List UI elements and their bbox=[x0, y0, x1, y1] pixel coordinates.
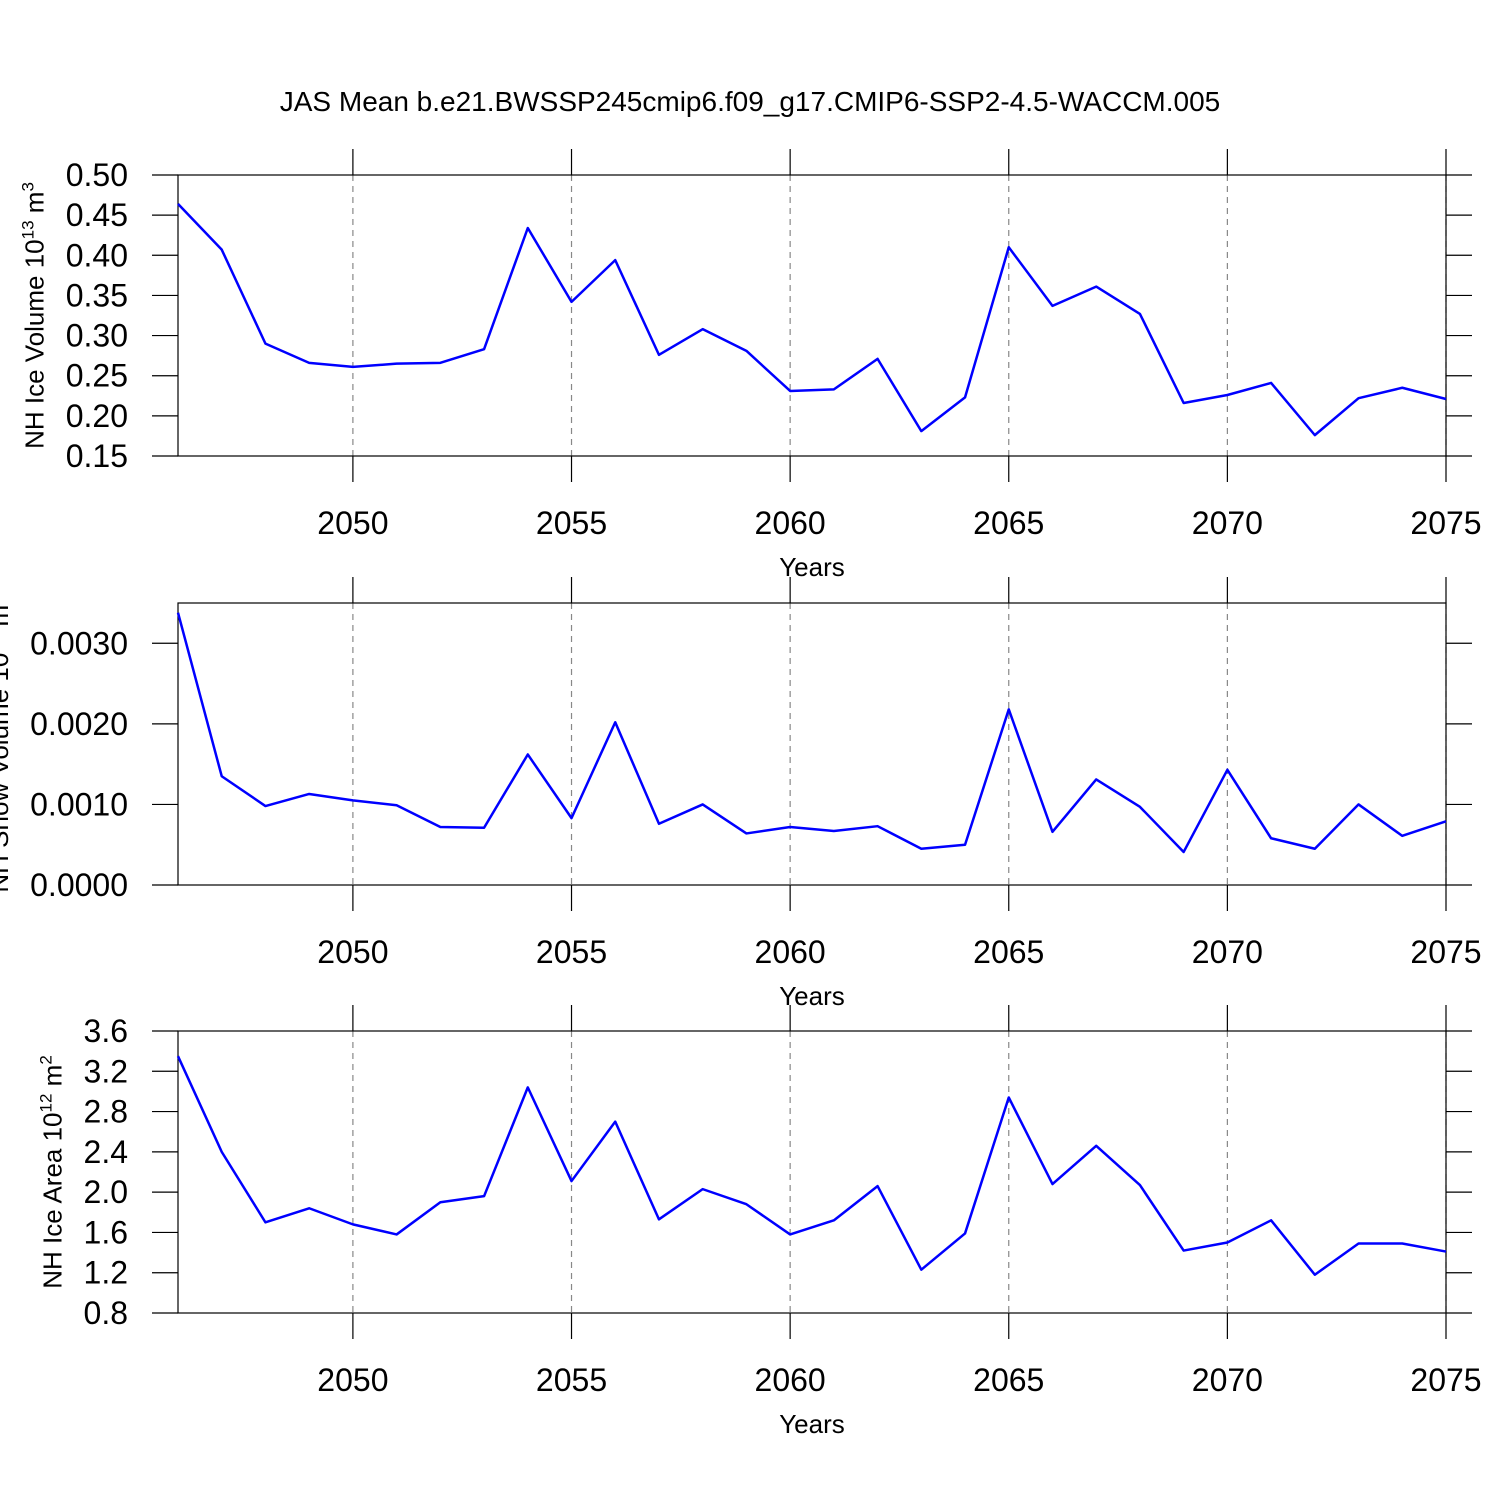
x-tick-label: 2075 bbox=[1410, 1362, 1481, 1398]
y-tick-label: 2.4 bbox=[84, 1134, 128, 1170]
y-tick-label: 1.2 bbox=[84, 1255, 128, 1291]
y-tick-label: 0.50 bbox=[66, 157, 128, 193]
x-tick-label: 2055 bbox=[536, 1362, 607, 1398]
y-tick-label: 3.6 bbox=[84, 1013, 128, 1049]
y-axis-title-part: m bbox=[0, 605, 14, 634]
y-tick-label: 0.8 bbox=[84, 1295, 128, 1331]
y-tick-label: 1.6 bbox=[84, 1214, 128, 1250]
y-axis-title-superscript: 12 bbox=[37, 1094, 56, 1113]
y-tick-label: 2.8 bbox=[84, 1094, 128, 1130]
x-tick-label: 2050 bbox=[317, 1362, 388, 1398]
y-tick-label: 0.40 bbox=[66, 237, 128, 273]
x-tick-label: 2075 bbox=[1410, 934, 1481, 970]
y-axis-title-superscript: 3 bbox=[0, 595, 2, 604]
x-tick-label: 2055 bbox=[536, 505, 607, 541]
y-axis-title-part: NH Snow Volume 10 bbox=[0, 653, 14, 893]
x-tick-label: 2065 bbox=[973, 934, 1044, 970]
y-axis-title-part: m bbox=[20, 192, 50, 221]
x-tick-label: 2055 bbox=[536, 934, 607, 970]
y-tick-label: 0.0010 bbox=[30, 786, 128, 822]
plot-frame bbox=[177, 1030, 1447, 1314]
y-tick-label: 0.15 bbox=[66, 438, 128, 474]
x-tick-label: 2070 bbox=[1192, 505, 1263, 541]
chart-title: JAS Mean b.e21.BWSSP245cmip6.f09_g17.CMI… bbox=[280, 86, 1221, 117]
y-axis-title-superscript: 13 bbox=[19, 220, 38, 239]
y-axis-title: NH Snow Volume 1013 m3 bbox=[0, 595, 14, 892]
y-axis-title-part: NH Ice Area 10 bbox=[38, 1112, 68, 1288]
y-tick-label: 0.0030 bbox=[30, 625, 128, 661]
y-axis-title-part: NH Ice Volume 10 bbox=[20, 239, 50, 449]
plot-frame bbox=[177, 174, 1447, 457]
y-tick-label: 0.45 bbox=[66, 197, 128, 233]
x-tick-label: 2070 bbox=[1192, 1362, 1263, 1398]
y-tick-label: 3.2 bbox=[84, 1053, 128, 1089]
y-tick-label: 0.0020 bbox=[30, 706, 128, 742]
y-axis-title-part: m bbox=[38, 1065, 68, 1094]
x-tick-label: 2050 bbox=[317, 505, 388, 541]
y-tick-label: 0.35 bbox=[66, 277, 128, 313]
y-axis-title-superscript: 13 bbox=[0, 634, 2, 653]
y-axis-title: NH Ice Volume 1013 m3 bbox=[19, 182, 50, 449]
x-axis-title: Years bbox=[779, 981, 845, 1011]
x-axis-title: Years bbox=[779, 552, 845, 582]
data-line bbox=[176, 1055, 1447, 1276]
x-tick-label: 2060 bbox=[755, 1362, 826, 1398]
y-tick-label: 2.0 bbox=[84, 1174, 128, 1210]
x-tick-label: 2065 bbox=[973, 505, 1044, 541]
y-axis-title-superscript: 2 bbox=[37, 1055, 56, 1064]
data-line bbox=[176, 612, 1447, 854]
y-tick-label: 0.25 bbox=[66, 358, 128, 394]
x-axis-title: Years bbox=[779, 1409, 845, 1439]
x-tick-label: 2070 bbox=[1192, 934, 1263, 970]
y-tick-label: 0.20 bbox=[66, 398, 128, 434]
x-tick-label: 2060 bbox=[755, 505, 826, 541]
y-axis-title-superscript: 3 bbox=[19, 182, 38, 191]
x-tick-label: 2060 bbox=[755, 934, 826, 970]
x-tick-label: 2065 bbox=[973, 1362, 1044, 1398]
y-tick-label: 0.0000 bbox=[30, 867, 128, 903]
x-tick-label: 2075 bbox=[1410, 505, 1481, 541]
plot-frame bbox=[177, 602, 1447, 886]
data-line bbox=[177, 203, 1447, 437]
y-axis-title: NH Ice Area 1012 m2 bbox=[37, 1055, 68, 1289]
x-tick-label: 2050 bbox=[317, 934, 388, 970]
y-tick-label: 0.30 bbox=[66, 318, 128, 354]
